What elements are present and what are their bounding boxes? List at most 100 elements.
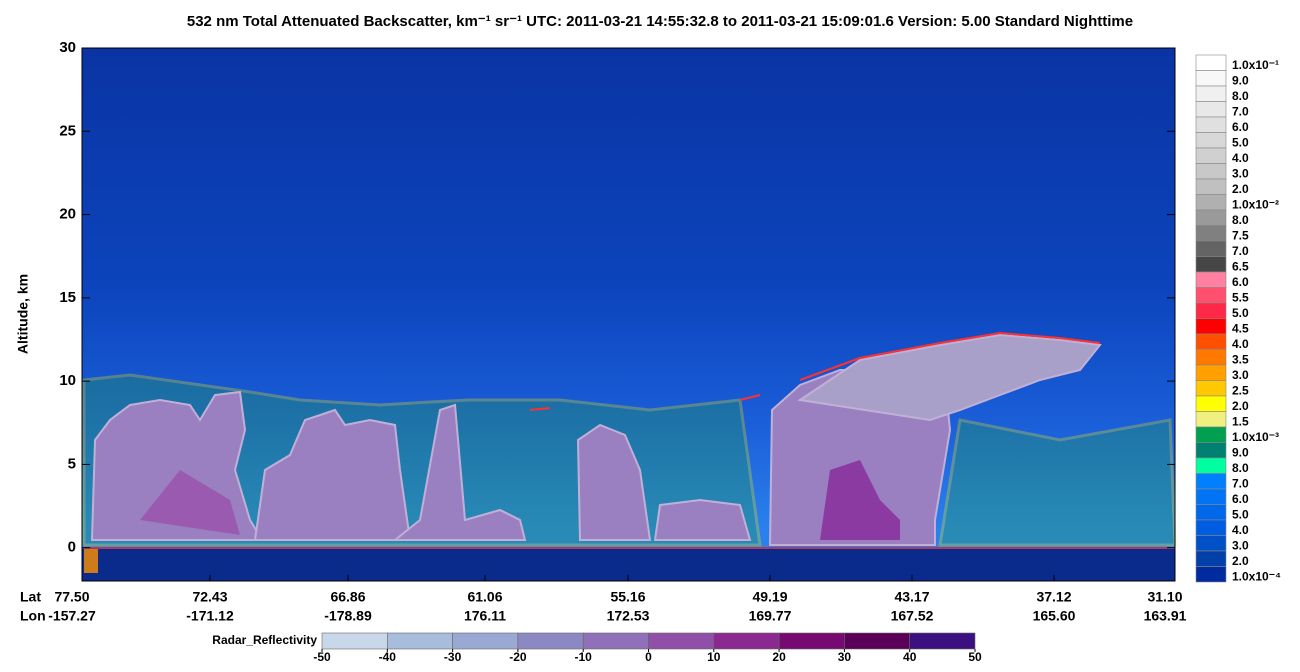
- lon-tick-label: 172.53: [607, 608, 650, 624]
- lat-tick-label: 72.43: [192, 589, 227, 605]
- surface-feature: [84, 549, 98, 573]
- colorbar-box: [1195, 85, 1227, 102]
- colorbar-box: [1195, 225, 1227, 242]
- lat-tick-label: 77.50: [54, 589, 89, 605]
- colorbar-label: 5.0: [1232, 306, 1249, 320]
- colorbar-label: 9.0: [1232, 446, 1249, 460]
- colorbar-box: [1195, 147, 1227, 164]
- lat-tick-label: 55.16: [610, 589, 645, 605]
- colorbar-label: 2.0: [1232, 554, 1249, 568]
- radar-colorbar-box: [844, 632, 911, 650]
- colorbar-label: 2.5: [1232, 384, 1249, 398]
- radar-colorbar-box: [452, 632, 519, 650]
- lat-tick-label: 31.10: [1147, 589, 1182, 605]
- y-tick-label: 5: [68, 455, 76, 472]
- colorbar-label: 9.0: [1232, 74, 1249, 88]
- colorbar-label: 3.0: [1232, 539, 1249, 553]
- colorbar-label: 1.0x10⁻²: [1232, 198, 1279, 212]
- radar-colorbar-box: [582, 632, 649, 650]
- colorbar-label: 5.5: [1232, 291, 1249, 305]
- radar-tick-label: 20: [772, 650, 786, 664]
- colorbar-label: 1.0x10⁻⁴: [1232, 570, 1281, 584]
- colorbar-box: [1195, 519, 1227, 536]
- lon-tick-label: -178.89: [324, 608, 372, 624]
- y-tick-label: 30: [59, 39, 76, 56]
- colorbar-label: 1.0x10⁻¹: [1232, 58, 1279, 72]
- colorbar-label: 7.0: [1232, 105, 1249, 119]
- colorbar-box: [1195, 504, 1227, 521]
- colorbar-label: 8.0: [1232, 213, 1249, 227]
- lat-tick-label: 66.86: [330, 589, 365, 605]
- colorbar-label: 3.0: [1232, 368, 1249, 382]
- radar-tick-label: -50: [313, 650, 331, 664]
- colorbar-box: [1195, 364, 1227, 381]
- colorbar-box: [1195, 457, 1227, 474]
- y-tick-label: 25: [59, 122, 76, 139]
- colorbar-box: [1195, 426, 1227, 443]
- colorbar-box: [1195, 240, 1227, 257]
- y-tick-label: 0: [68, 539, 76, 556]
- lon-tick-label: -157.27: [48, 608, 96, 624]
- lon-tick-label: -171.12: [186, 608, 234, 624]
- colorbar-box: [1195, 178, 1227, 195]
- colorbar-label: 5.0: [1232, 136, 1249, 150]
- colorbar-label: 1.0x10⁻³: [1232, 430, 1279, 444]
- colorbar-label: 2.0: [1232, 182, 1249, 196]
- colorbar-box: [1195, 318, 1227, 335]
- colorbar-box: [1195, 101, 1227, 118]
- colorbar-box: [1195, 395, 1227, 412]
- colorbar-label: 1.5: [1232, 415, 1249, 429]
- colorbar-label: 8.0: [1232, 89, 1249, 103]
- colorbar-box: [1195, 380, 1227, 397]
- colorbar-label: 3.0: [1232, 167, 1249, 181]
- colorbar-box: [1195, 488, 1227, 505]
- colorbar-box: [1195, 132, 1227, 149]
- colorbar-label: 2.0: [1232, 399, 1249, 413]
- colorbar-box: [1195, 163, 1227, 180]
- cloud-core: [140, 460, 900, 540]
- colorbar-box: [1195, 302, 1227, 319]
- colorbar-label: 6.0: [1232, 492, 1249, 506]
- lon-tick-label: 165.60: [1033, 608, 1076, 624]
- radar-tick-label: 40: [903, 650, 917, 664]
- colorbar-box: [1195, 116, 1227, 133]
- lon-tick-label: 176.11: [464, 608, 506, 624]
- colorbar-box: [1195, 333, 1227, 350]
- colorbar-label: 6.5: [1232, 260, 1249, 274]
- radar-tick-label: 50: [968, 650, 982, 664]
- colorbar-box: [1195, 70, 1227, 87]
- y-tick-label: 10: [59, 372, 76, 389]
- radar-colorbar-box: [778, 632, 845, 650]
- radar-tick-label: -30: [444, 650, 462, 664]
- colorbar-box: [1195, 271, 1227, 288]
- colorbar-box: [1195, 550, 1227, 567]
- y-axis-label: Altitude, km: [15, 274, 31, 354]
- lon-tick-label: 167.52: [891, 608, 934, 624]
- radar-colorbar-box: [648, 632, 715, 650]
- colorbar-box: [1195, 473, 1227, 490]
- radar-tick-label: 30: [838, 650, 852, 664]
- colorbar-box: [1195, 411, 1227, 428]
- colorbar-box: [1195, 442, 1227, 459]
- colorbar-label: 7.0: [1232, 244, 1249, 258]
- radar-tick-label: -40: [379, 650, 397, 664]
- radar-colorbar-box: [713, 632, 780, 650]
- colorbar-box: [1195, 209, 1227, 226]
- colorbar-label: 3.5: [1232, 353, 1249, 367]
- colorbar-label: 8.0: [1232, 461, 1249, 475]
- lat-tick-label: 43.17: [894, 589, 929, 605]
- colorbar-box: [1195, 566, 1227, 583]
- cloud-top-edge: [529, 331, 1101, 411]
- radar-colorbar-box: [321, 632, 388, 650]
- colorbar-label: 7.0: [1232, 477, 1249, 491]
- radar-colorbar-label: Radar_Reflectivity: [212, 633, 317, 647]
- colorbar-label: 4.5: [1232, 322, 1249, 336]
- chart-title: 532 nm Total Attenuated Backscatter, km⁻…: [187, 13, 1133, 30]
- y-tick-label: 20: [59, 206, 76, 223]
- colorbar-box: [1195, 287, 1227, 304]
- colorbar-label: 4.0: [1232, 151, 1249, 165]
- radar-colorbar-box: [517, 632, 584, 650]
- colorbar-box: [1195, 54, 1227, 71]
- radar-tick-label: -20: [509, 650, 527, 664]
